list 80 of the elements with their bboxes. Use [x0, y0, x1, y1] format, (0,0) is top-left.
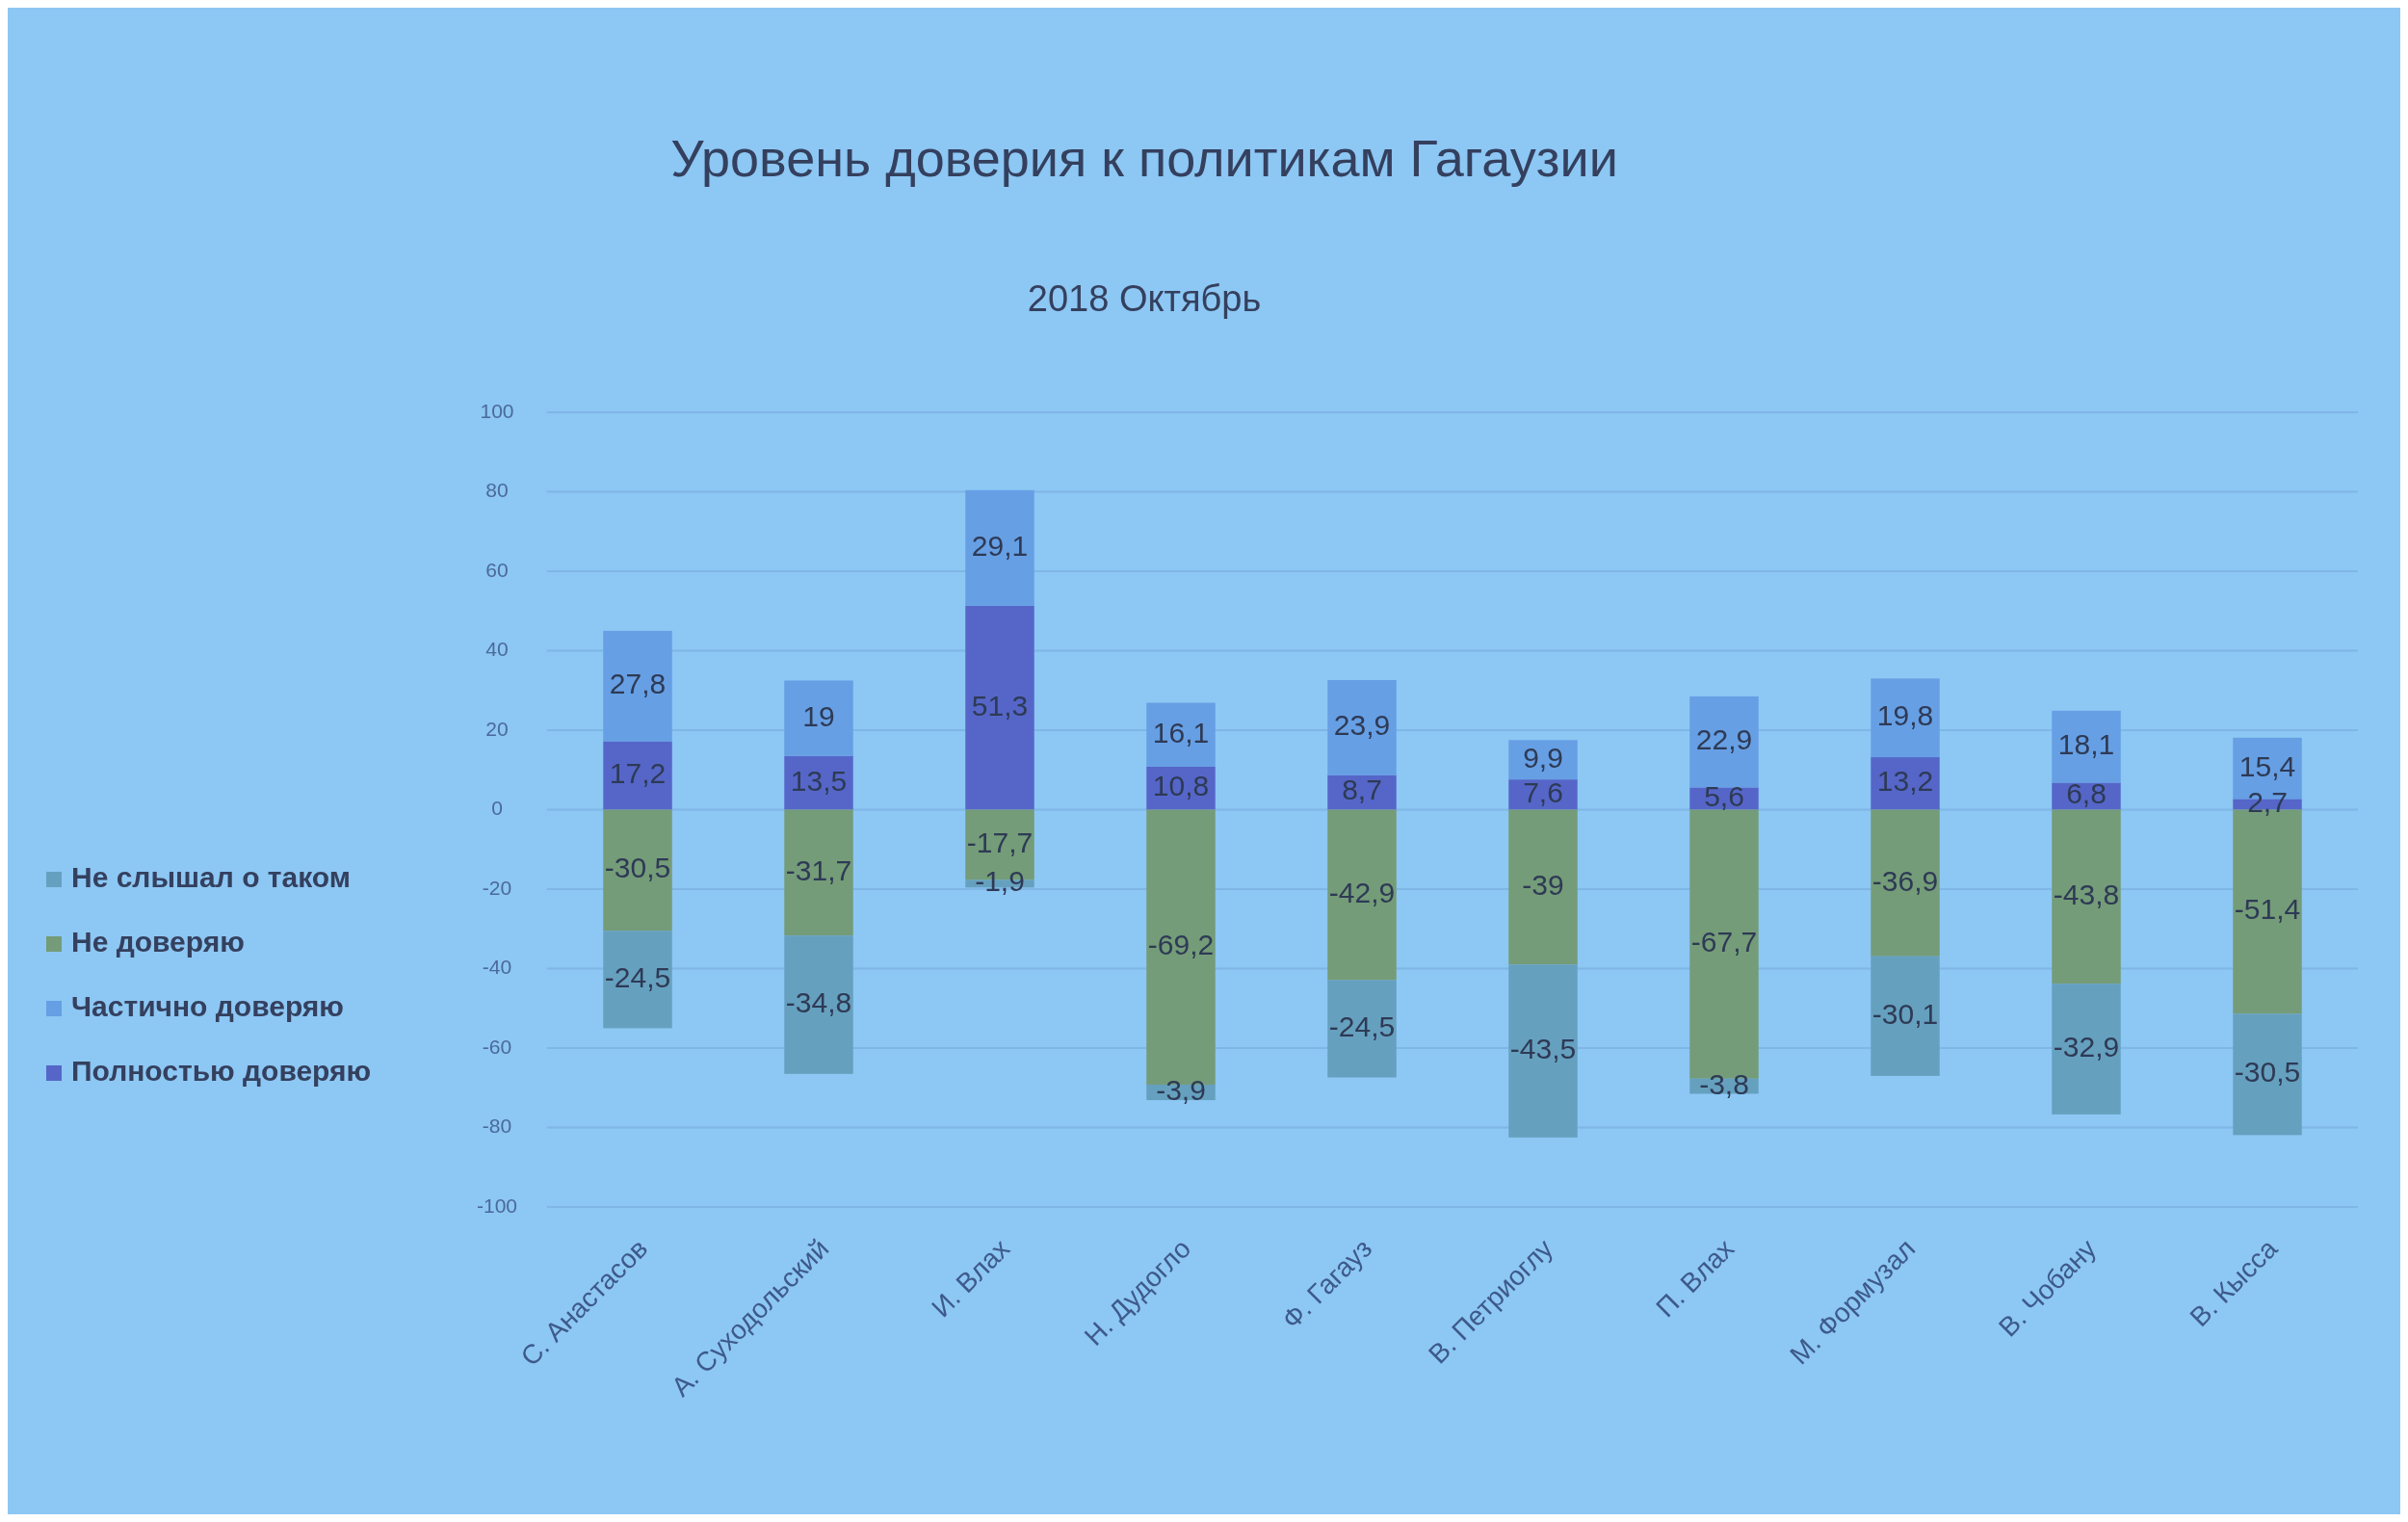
- bar: [784, 680, 853, 756]
- bar: [1327, 680, 1397, 775]
- bar: [1871, 809, 1940, 957]
- data-label: 23,9: [1333, 709, 1391, 742]
- bar: [1146, 702, 1216, 767]
- y-tick-label: -40: [482, 956, 512, 979]
- data-label: 9,9: [1523, 741, 1563, 774]
- data-label: 29,1: [971, 529, 1029, 562]
- data-label: -69,2: [1147, 929, 1215, 961]
- data-label: -24,5: [1328, 1010, 1396, 1042]
- bar: [965, 605, 1034, 810]
- data-label: -36,9: [1871, 864, 1939, 897]
- data-label: 5,6: [1704, 779, 1744, 812]
- data-label: -30,1: [1871, 997, 1939, 1030]
- data-label: -17,7: [966, 826, 1034, 858]
- legend-label: Не слышал о таком: [71, 860, 351, 893]
- data-label: -31,7: [785, 853, 852, 886]
- data-label: 16,1: [1152, 716, 1210, 748]
- bar: [603, 741, 672, 810]
- data-label: -30,5: [604, 852, 671, 884]
- y-tick-label: -60: [482, 1035, 512, 1058]
- data-label: -3,8: [1699, 1067, 1749, 1100]
- data-label: 10,8: [1152, 770, 1210, 802]
- bar: [965, 489, 1034, 606]
- data-label: -43,5: [1509, 1033, 1577, 1065]
- data-label: 17,2: [609, 756, 667, 789]
- y-tick-label: 60: [485, 558, 509, 581]
- y-tick-label: -100: [476, 1194, 518, 1217]
- bar: [784, 755, 853, 810]
- data-label: 13,5: [790, 764, 848, 797]
- bar: [1871, 678, 1940, 758]
- data-label: -43,8: [2053, 878, 2120, 910]
- bar: [1327, 809, 1397, 981]
- data-label: 27,8: [609, 668, 667, 700]
- bar: [1508, 809, 1578, 965]
- bar: [2052, 984, 2121, 1115]
- y-tick-label: 100: [480, 399, 514, 422]
- bar: [1508, 964, 1578, 1138]
- chart-title: Уровень доверия к политикам Гагаузии: [670, 129, 1618, 187]
- data-label: 51,3: [971, 689, 1029, 722]
- bar: [1871, 757, 1940, 810]
- bar: [2052, 809, 2121, 984]
- data-label: -39: [1522, 868, 1564, 901]
- data-label: 6,8: [2066, 777, 2107, 810]
- legend-label: Не доверяю: [71, 925, 245, 958]
- data-label: 19,8: [1876, 699, 1934, 732]
- bar: [2233, 1013, 2302, 1136]
- bar: [603, 630, 672, 742]
- bar: [603, 931, 672, 1029]
- y-tick-label: 40: [485, 638, 509, 661]
- data-label: -51,4: [2234, 893, 2301, 926]
- legend-label: Частично доверяю: [71, 989, 344, 1022]
- data-label: 2,7: [2247, 785, 2288, 818]
- data-label: 7,6: [1523, 775, 1563, 808]
- data-label: 15,4: [2238, 749, 2296, 782]
- y-tick-label: -20: [482, 876, 512, 899]
- chart-subtitle: 2018 Октябрь: [1027, 278, 1262, 319]
- y-tick-label: -80: [482, 1115, 512, 1138]
- y-tick-label: 20: [485, 717, 509, 740]
- data-label: -32,9: [2053, 1030, 2120, 1063]
- data-label: -30,5: [2234, 1056, 2301, 1089]
- data-label: 13,2: [1876, 765, 1934, 798]
- data-label: -42,9: [1328, 876, 1396, 908]
- y-tick-label: 0: [491, 797, 503, 820]
- data-label: -67,7: [1690, 926, 1758, 958]
- bar: [1689, 695, 1759, 788]
- data-label: -24,5: [604, 960, 671, 993]
- bar: [603, 809, 672, 932]
- data-label: 22,9: [1695, 723, 1753, 756]
- data-label: 18,1: [2057, 728, 2115, 761]
- data-label: 19: [802, 699, 835, 732]
- bar: [1871, 956, 1940, 1076]
- data-label: -34,8: [785, 985, 852, 1018]
- bar: [1327, 980, 1397, 1078]
- bar: [2052, 710, 2121, 783]
- bar: [784, 809, 853, 936]
- y-tick-label: 80: [485, 479, 509, 502]
- bar: [784, 935, 853, 1074]
- legend-label: Полностью доверяю: [71, 1054, 372, 1087]
- data-label: 8,7: [1342, 774, 1382, 806]
